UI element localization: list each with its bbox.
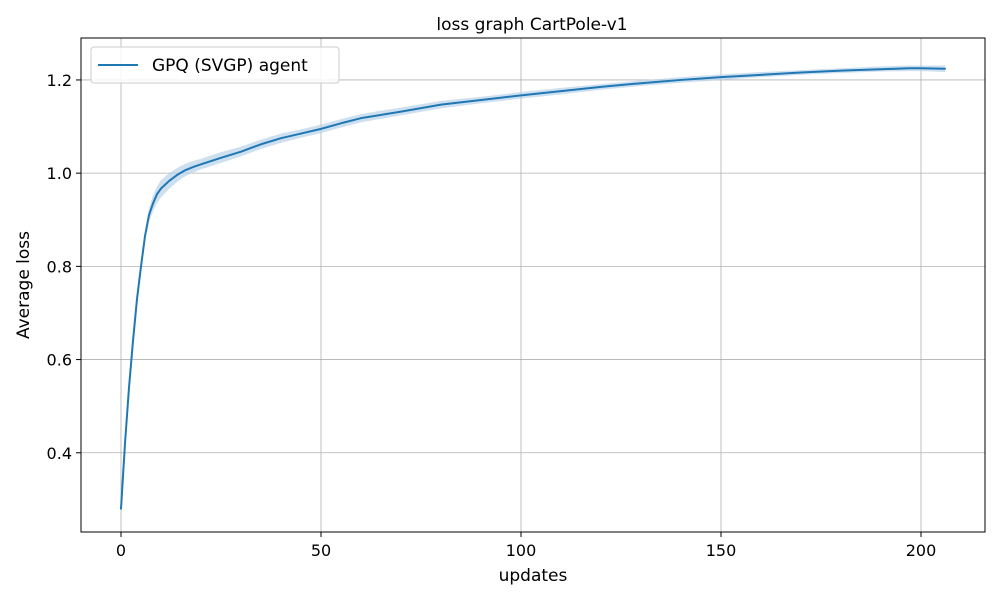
x-axis-title: updates (499, 566, 568, 586)
series-confidence-band (121, 65, 945, 509)
y-axis-title: Average loss (14, 231, 34, 339)
grid-lines (81, 38, 985, 532)
plot-frame (80, 37, 986, 533)
chart-title: loss graph CartPole-v1 (436, 15, 627, 35)
x-tick-label: 150 (706, 541, 737, 560)
y-tick-label: 0.6 (47, 351, 72, 370)
legend: GPQ (SVGP) agent (90, 46, 340, 84)
confidence-band-layer (121, 65, 945, 509)
x-tick-label: 0 (116, 541, 126, 560)
y-tick-label: 0.4 (47, 444, 72, 463)
legend-label-gpq-svgp: GPQ (SVGP) agent (152, 56, 308, 76)
x-tick-label: 50 (311, 541, 331, 560)
series-line-gpq-svgp (120, 67, 946, 510)
series-line-layer (120, 67, 946, 510)
x-tick-label: 200 (906, 541, 937, 560)
y-tick-label: 1.0 (47, 164, 72, 183)
y-tick-label: 1.2 (47, 71, 72, 90)
x-axis-ticks: 0 50 100 150 200 (116, 532, 936, 560)
legend-box (90, 46, 340, 84)
y-axis-ticks: 0.4 0.6 0.8 1.0 1.2 (47, 71, 81, 463)
x-tick-label: 100 (506, 541, 537, 560)
y-tick-label: 0.8 (47, 257, 72, 276)
